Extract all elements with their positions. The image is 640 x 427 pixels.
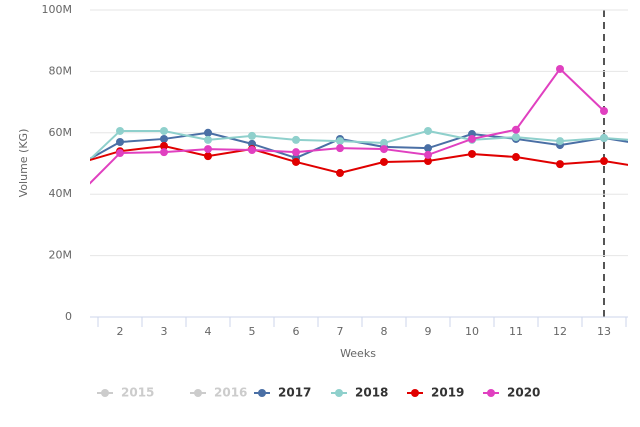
legend-label: 2015 [121,386,154,400]
point [424,157,432,166]
legend-item[interactable]: 2015 [97,386,154,400]
point [116,126,124,135]
point [600,157,608,166]
series [72,142,628,178]
y-tick-label: 20M [49,249,73,262]
legend-label: 2017 [278,386,311,400]
point [512,153,520,162]
legend-item[interactable]: 2017 [254,386,311,400]
point [160,142,168,151]
x-axis-label: Weeks [340,347,376,360]
point [600,107,608,116]
point [424,150,432,159]
point [556,64,564,73]
series [72,128,628,171]
point [160,148,168,157]
legend-item[interactable]: 2016 [190,386,247,400]
x-tick-label: 6 [293,325,300,338]
x-tick-label: 8 [381,325,388,338]
y-tick-label: 40M [49,187,73,200]
point [160,126,168,135]
point [72,160,80,168]
series-line [90,129,628,161]
point [292,135,300,144]
y-axis-label: Volume (KG) [17,129,30,198]
point [556,137,564,146]
legend-marker [194,389,202,397]
x-tick-label: 5 [249,325,256,338]
point [468,149,476,158]
x-tick-label: 3 [161,325,168,338]
x-tick-label: 12 [553,325,567,338]
legend-marker [101,389,109,397]
point [248,131,256,140]
legend-marker [335,389,343,397]
point [424,144,432,153]
point [380,145,388,154]
point [204,145,212,154]
point [116,138,124,147]
x-tick-label: 11 [509,325,523,338]
x-tick-label: 10 [465,325,479,338]
legend-label: 2018 [355,386,388,400]
x-tick-label: 2 [117,325,124,338]
point [248,145,256,154]
point [600,134,608,143]
y-tick-label: 80M [49,64,73,77]
point [204,128,212,137]
legend-marker [258,389,266,397]
legend-label: 2020 [507,386,540,400]
series-line [90,144,628,175]
legend: 2015 2016 2017 2018 2019 2020 [97,386,540,400]
y-tick-label: 0 [65,310,72,323]
point [380,138,388,147]
point [424,126,432,135]
x-tick-label: 4 [205,325,212,338]
point [336,144,344,153]
point [204,152,212,161]
point [556,160,564,169]
legend-marker [411,389,419,397]
legend-item[interactable]: 2019 [407,386,464,400]
legend-marker [487,389,495,397]
legend-item[interactable]: 2018 [331,386,388,400]
legend-label: 2016 [214,386,247,400]
y-tick-label: 100M [42,3,73,16]
point [292,157,300,166]
legend-item[interactable]: 2020 [483,386,540,400]
point [336,169,344,178]
point [292,148,300,157]
point [512,133,520,142]
legend-label: 2019 [431,386,464,400]
point [380,157,388,166]
series [72,64,608,201]
point [72,163,80,171]
point [204,135,212,144]
point [116,149,124,158]
point [468,134,476,143]
point [160,134,168,143]
x-tick-label: 7 [337,325,344,338]
point [512,125,520,134]
point [72,193,80,201]
x-tick-label: 9 [425,325,432,338]
point [72,169,80,177]
point [336,137,344,146]
x-tick-label: 13 [597,325,611,338]
y-tick-label: 60M [49,126,73,139]
